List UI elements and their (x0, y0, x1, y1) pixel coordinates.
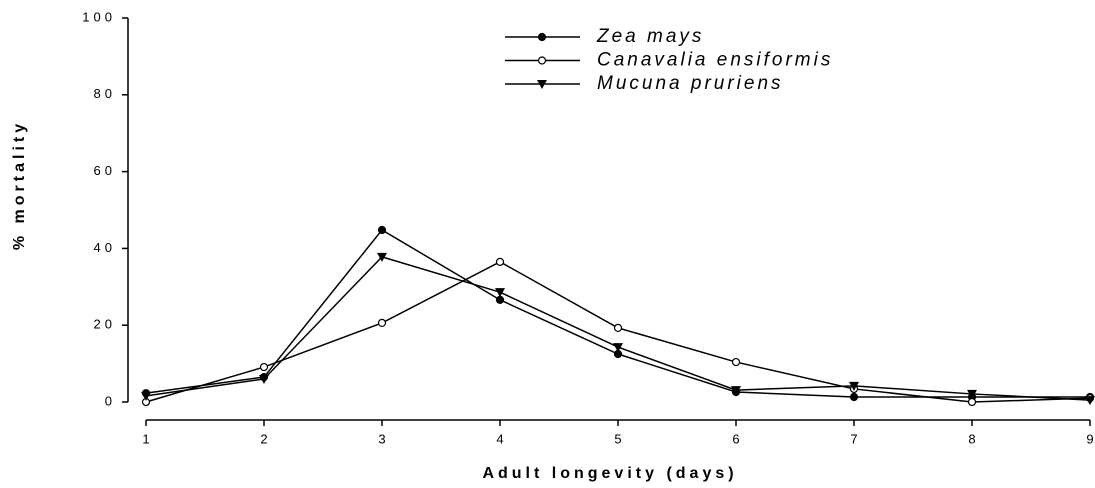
legend-label: Canavalia ensiformis (597, 50, 833, 71)
marker (495, 257, 505, 266)
marker (377, 225, 387, 235)
x-tick-label: 4 (496, 431, 503, 446)
marker (141, 391, 151, 401)
marker (613, 343, 623, 353)
y-tick-label: 40 (94, 240, 116, 255)
x-tick-label: 6 (732, 431, 739, 446)
series-line (145, 228, 1090, 398)
marker (967, 397, 977, 407)
x-tick-label: 1 (142, 431, 149, 446)
marker (849, 392, 859, 402)
x-axis-title: Adult longevity (days) (482, 465, 737, 482)
marker (731, 386, 741, 396)
y-tick-label: 20 (94, 317, 116, 332)
y-tick-label: 100 (82, 9, 116, 24)
x-tick-label: 8 (968, 431, 975, 446)
marker (495, 295, 505, 304)
marker (495, 288, 505, 298)
marker (377, 318, 387, 327)
marker (967, 389, 977, 399)
y-tick-label: 60 (94, 163, 116, 178)
x-tick-label: 5 (614, 431, 621, 446)
marker (259, 362, 269, 372)
legend-label: Zea mays (596, 26, 704, 47)
marker (731, 357, 741, 367)
y-tick-label: 0 (105, 393, 116, 408)
legend-marker (537, 80, 547, 89)
y-axis-title: % mortality (11, 120, 28, 250)
legend-marker (537, 32, 547, 42)
marker (259, 374, 269, 384)
y-tick-label: 80 (94, 86, 116, 101)
x-tick-label: 9 (1086, 431, 1093, 446)
marker (377, 252, 387, 262)
marker (613, 323, 623, 332)
legend-label: Mucuna pruriens (597, 73, 784, 94)
marker (1085, 396, 1095, 406)
x-tick-label: 2 (260, 431, 267, 446)
legend-marker (537, 56, 547, 65)
marker (849, 381, 859, 391)
x-tick-label: 3 (378, 431, 385, 446)
x-tick-label: 7 (850, 431, 857, 446)
